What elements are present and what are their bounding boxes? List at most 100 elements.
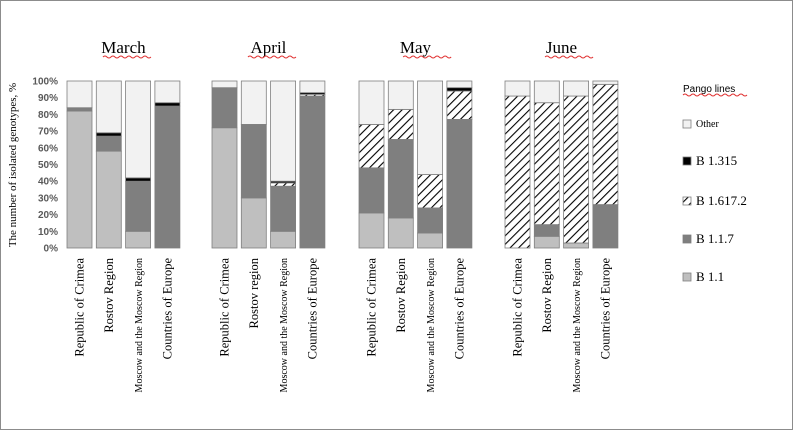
category-label: Countries of Europe <box>305 258 319 360</box>
legend-swatch <box>682 119 692 129</box>
bar-segment-other <box>387 80 414 110</box>
spellcheck-underline <box>102 55 152 59</box>
bar-segment-b-1-1-7 <box>270 185 297 232</box>
y-tick-label: 80% <box>38 110 58 121</box>
bar-segment-other <box>95 80 122 134</box>
legend-item-b-1-1: B 1.1 <box>682 269 724 284</box>
bar-segment-b-1-1-7 <box>211 87 238 129</box>
bar-segment-b-1-617-2 <box>270 182 297 187</box>
bar-segment-other <box>240 80 267 125</box>
y-tick-label: 50% <box>38 160 58 171</box>
bar-segment-b-1-1 <box>270 230 297 249</box>
bar-segment-other <box>299 80 326 94</box>
category-label: Countries of Europe <box>598 258 612 360</box>
bar-segment-b-1-1 <box>66 110 93 249</box>
y-tick-label: 20% <box>38 210 58 221</box>
category-label: Rostov region <box>247 257 261 328</box>
bar-segment-other <box>592 80 619 85</box>
bar-segment-b-1-1 <box>211 127 238 249</box>
spellcheck-underline <box>682 93 748 97</box>
y-tick-label: 30% <box>38 193 58 204</box>
bar-segment-b-1-315 <box>154 102 181 107</box>
bar-segment-b-1-617-2 <box>387 108 414 140</box>
bar-segment-b-1-1-7 <box>387 139 414 219</box>
bar-segment-b-1-1 <box>533 235 560 249</box>
legend-item-b-1-617-2: B 1.617.2 <box>682 193 747 208</box>
bar-segment-other <box>563 80 589 97</box>
category-label: Moscow and the Moscow Region <box>279 258 290 392</box>
legend-swatch <box>682 272 692 282</box>
legend-title: Pango lines <box>683 84 735 95</box>
category-label: Rostov Region <box>102 257 116 332</box>
bar-segment-b-1-1-7 <box>592 204 619 249</box>
legend-item-other: Other <box>682 119 719 130</box>
y-tick-label: 40% <box>38 177 58 188</box>
category-label: Moscow and the Moscow Region <box>134 258 145 392</box>
bar-segment-b-1-315 <box>446 87 473 92</box>
bar-segment-b-1-617-2 <box>446 90 473 120</box>
y-tick-label: 90% <box>38 93 58 104</box>
legend: Pango lines Other B 1.315 B 1.617.2 B 1.1.7 B… <box>682 84 748 284</box>
legend-label: B 1.315 <box>696 153 737 168</box>
bar-segment-b-1-1-7 <box>533 224 560 237</box>
y-tick-label: 0% <box>44 244 59 255</box>
legend-swatch <box>682 196 692 206</box>
bar-segment-b-1-1 <box>417 232 444 249</box>
y-tick-label: 100% <box>32 77 58 88</box>
bar-segment-b-1-1 <box>95 150 122 249</box>
legend-swatch <box>682 234 692 244</box>
y-axis: 0% 10% 20% 30% 40% 50% 60% 70% 80% 90% 100% <box>32 77 58 255</box>
category-label: Republic of Crimea <box>218 258 232 357</box>
bars <box>66 80 619 249</box>
y-tick-label: 10% <box>38 227 58 238</box>
bar-segment-b-1-1 <box>563 242 589 249</box>
bar-segment-b-1-617-2 <box>358 124 385 169</box>
group-titles: March April May June <box>101 38 594 59</box>
legend-label: B 1.1.7 <box>696 231 734 246</box>
bar-segment-other <box>504 80 531 97</box>
category-label: Rostov Region <box>394 257 408 332</box>
bar-segment-b-1-1-7 <box>240 124 267 199</box>
category-label: Republic of Crimea <box>365 258 379 357</box>
bar-segment-other <box>446 80 473 89</box>
spellcheck-underline <box>402 55 452 59</box>
bar-segment-other <box>66 80 93 109</box>
category-label: Moscow and the Moscow Region <box>572 258 583 392</box>
bar-segment-b-1-617-2 <box>504 95 531 249</box>
bar-segment-b-1-1-7 <box>95 135 122 152</box>
group-title-may: May <box>400 38 432 57</box>
category-label: Rostov Region <box>540 257 554 332</box>
category-label: Republic of Crimea <box>73 258 87 357</box>
category-labels: Republic of Crimea Rostov Region Moscow an… <box>73 257 613 392</box>
bar-segment-b-1-1-7 <box>446 119 473 249</box>
bar-segment-b-1-1 <box>358 212 385 249</box>
bar-segment-b-1-617-2 <box>592 83 619 205</box>
bar-segment-b-1-1-7 <box>125 180 151 232</box>
bar-segment-other <box>154 80 181 104</box>
y-tick-label: 70% <box>38 127 58 138</box>
category-label: Republic of Crimea <box>511 258 525 357</box>
bar-segment-b-1-1-7 <box>154 105 181 249</box>
legend-label: B 1.617.2 <box>696 193 747 208</box>
legend-swatch <box>682 156 692 166</box>
category-label: Countries of Europe <box>452 258 466 360</box>
bar-segment-b-1-1-7 <box>358 167 385 214</box>
bar-segment-other <box>211 80 238 89</box>
bar-segment-b-1-1-7 <box>299 95 326 249</box>
y-tick-label: 60% <box>38 143 58 154</box>
bar-segment-other <box>270 80 297 182</box>
bar-segment-b-1-617-2 <box>563 95 589 244</box>
y-axis-title: The number of isolated genotypes, % <box>7 83 19 247</box>
bar-segment-b-1-315 <box>95 132 122 137</box>
legend-label: B 1.1 <box>696 269 724 284</box>
bar-segment-b-1-1-7 <box>66 107 93 112</box>
group-title-april: April <box>251 38 287 57</box>
spellcheck-underline <box>544 55 594 59</box>
bar-segment-b-1-315 <box>125 177 151 182</box>
bar-segment-b-1-1 <box>387 217 414 249</box>
bar-segment-other <box>417 80 444 175</box>
category-label: Countries of Europe <box>160 258 174 360</box>
group-title-june: June <box>546 38 577 57</box>
